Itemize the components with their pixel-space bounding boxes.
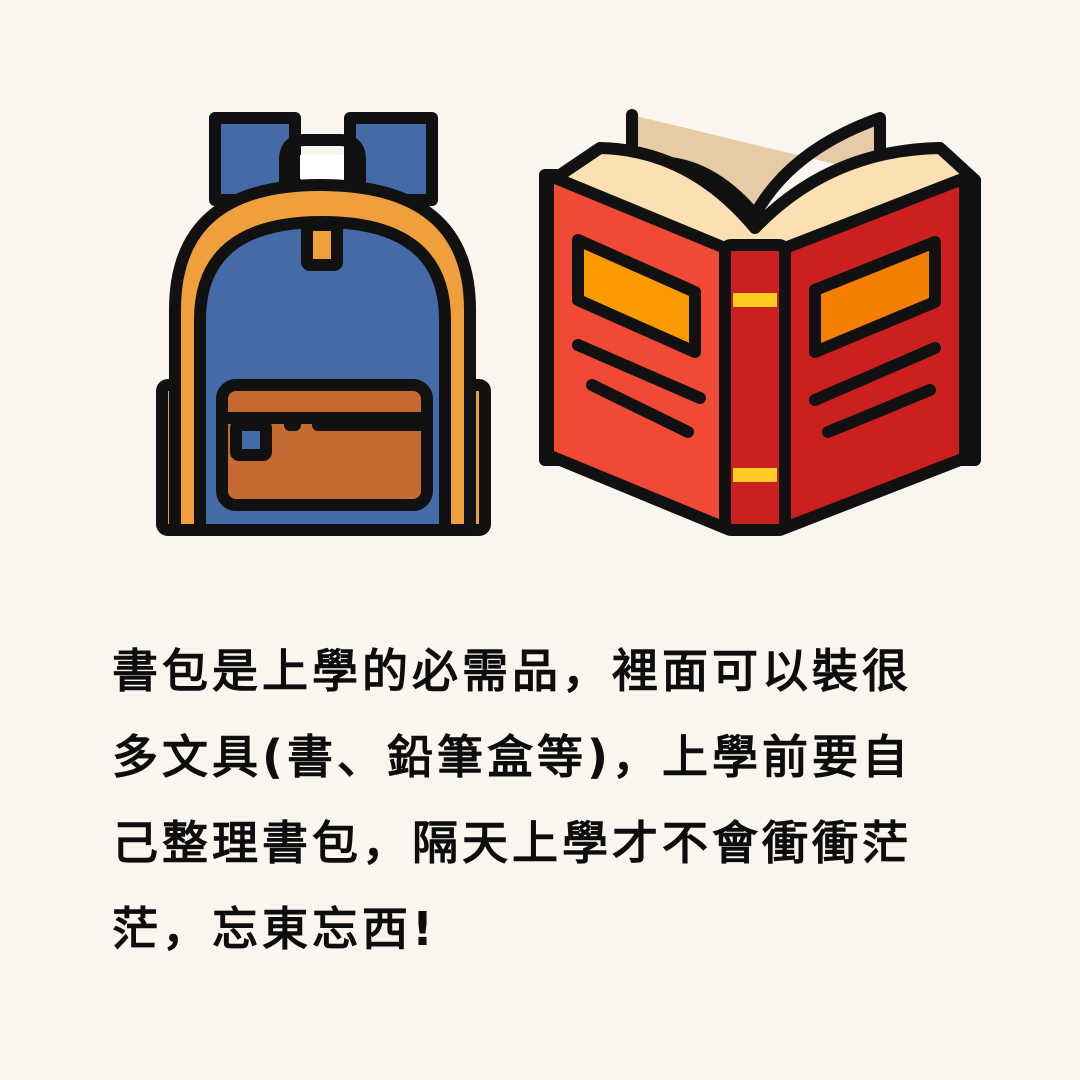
caption-line: 茫，忘東忘西! <box>112 902 437 956</box>
caption-line: 多文具(書、鉛筆盒等)，上學前要自 <box>112 730 913 784</box>
caption-line: 己整理書包，隔天上學才不會衝衝茫 <box>112 816 912 870</box>
caption: 書包是上學的必需品，裡面可以裝很 多文具(書、鉛筆盒等)，上學前要自 己整理書包… <box>112 628 972 972</box>
illustrations <box>156 109 981 536</box>
backpack-icon <box>156 112 491 536</box>
open-book-icon <box>539 109 981 536</box>
caption-line: 書包是上學的必需品，裡面可以裝很 <box>112 644 912 698</box>
